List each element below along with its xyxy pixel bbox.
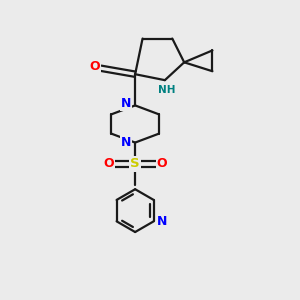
Text: N: N: [121, 136, 131, 149]
Text: N: N: [157, 215, 167, 228]
Text: N: N: [121, 98, 131, 110]
Text: S: S: [130, 158, 140, 170]
Text: O: O: [157, 158, 167, 170]
Text: O: O: [90, 60, 100, 73]
Text: NH: NH: [158, 85, 175, 95]
Text: O: O: [103, 158, 114, 170]
